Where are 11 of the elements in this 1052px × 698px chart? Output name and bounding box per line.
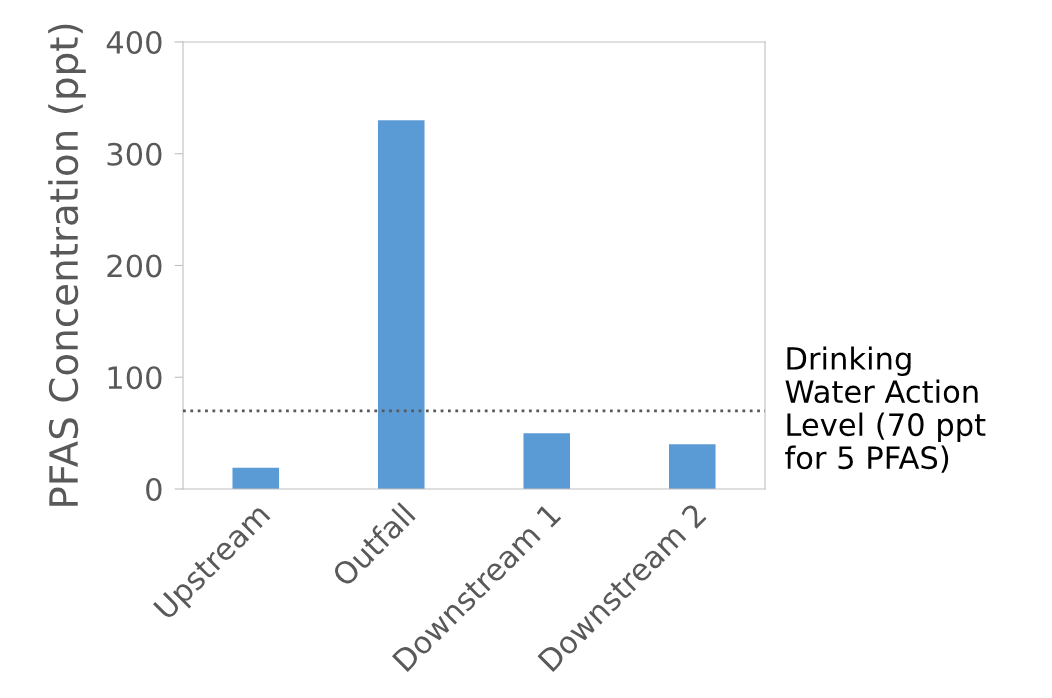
y-tick-label: 0 bbox=[146, 477, 162, 502]
y-tick-label: 200 bbox=[107, 254, 162, 278]
ref-line-label: Drinking Water Action Level (70 ppt for 5 PFAS) bbox=[785, 346, 986, 473]
y-tick-label: 300 bbox=[107, 142, 162, 166]
bar bbox=[668, 444, 716, 489]
y-axis-title: PFAS Concentration (ppt) bbox=[48, 24, 86, 506]
bar bbox=[523, 433, 571, 489]
y-tick-label: 400 bbox=[106, 30, 162, 55]
bar bbox=[377, 120, 425, 489]
bar bbox=[232, 467, 280, 489]
y-tick-label: 100 bbox=[108, 366, 162, 390]
